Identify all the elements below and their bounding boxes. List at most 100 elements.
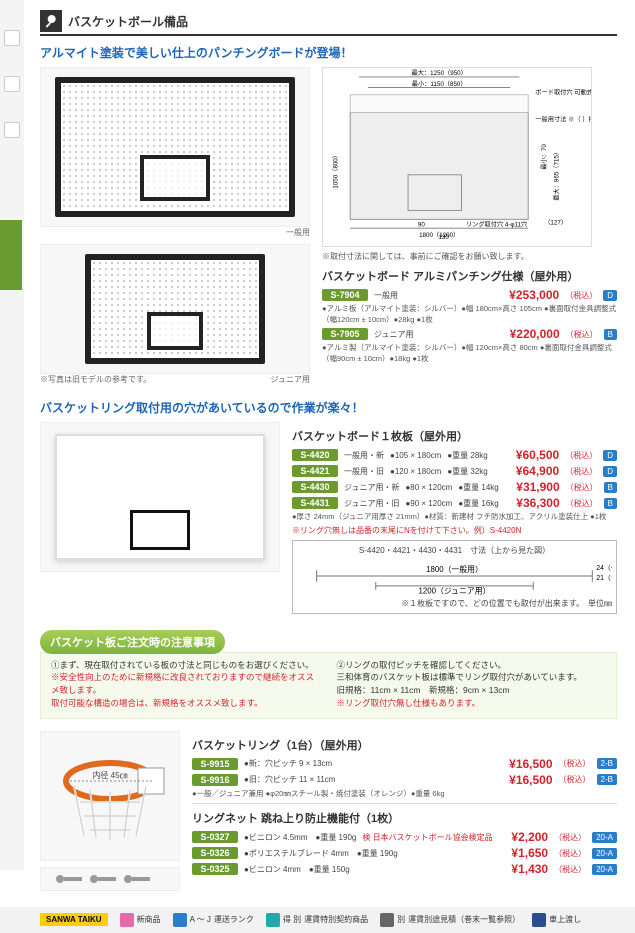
dimbox-title: S-4420・4421・4430・4431 寸法（上から見た図） <box>297 545 612 556</box>
weight-text: ●重量 14kg <box>458 482 498 493</box>
page-footer: SANWA TAIKU 新商品 A 〜 J 運送ランク 得 別 運賃特別契約商品… <box>0 907 635 933</box>
ship-rank: B <box>604 329 617 340</box>
spec-text: ●ビニロン 4mm ●重量 150g <box>244 864 350 875</box>
weight-text: ●重量 16kg <box>458 498 498 509</box>
side-icon <box>4 122 20 138</box>
dimension-diagram: 最大：1250（950） 最小：1150（850） ボード取付穴 可動式 2×2… <box>322 67 592 247</box>
tax-label: （税込） <box>559 758 591 769</box>
notice-text: 三和体育のバスケット板は標準でリング取付穴があいています。 <box>337 671 607 684</box>
flower-icon <box>120 913 134 927</box>
side-nav <box>0 0 24 870</box>
price: ¥1,430 <box>511 862 548 876</box>
notice-title: バスケット板ご注文時の注意事項 <box>40 630 225 654</box>
dim-text: ●120 × 180cm <box>390 467 441 476</box>
rank-icon <box>173 913 187 927</box>
tax-label: （税込） <box>565 466 597 477</box>
ship-rank: 20-A <box>592 864 617 875</box>
basketball-icon <box>40 10 62 32</box>
svg-text:最小：70: 最小：70 <box>540 144 548 170</box>
svg-text:90: 90 <box>418 221 425 228</box>
product-title: バスケットリング（1台）（屋外用） <box>192 737 617 753</box>
price: ¥2,200 <box>511 830 548 844</box>
price: ¥16,500 <box>509 773 552 787</box>
tax-label: （税込） <box>566 482 598 493</box>
sku-badge: S-4431 <box>292 497 338 509</box>
weight-text: ●重量 32kg <box>447 466 487 477</box>
section-single-board: バスケットリング取付用の穴があいているので作業が楽々！ バスケットボード１枚板（… <box>40 399 617 618</box>
cert-badge: 検 日本バスケットボール協会検定品 <box>362 832 492 843</box>
product-line: S-4430 ジュニア用・新 ●80 × 120cm ●重量 14kg ¥31,… <box>292 480 617 494</box>
product-line: S-0325 ●ビニロン 4mm ●重量 150g ¥1,430 （税込） 20… <box>192 862 617 876</box>
ship-rank: 20-A <box>592 848 617 859</box>
tax-label: （税込） <box>565 450 597 461</box>
notice-text: 旧規格：11cm × 11cm 新規格：9cm × 13cm <box>337 684 607 697</box>
spec-text: ●ビニロン 4.5mm ●重量 190g <box>244 832 356 843</box>
ship-rank: 2-B <box>597 758 617 769</box>
price: ¥36,300 <box>516 496 559 510</box>
sku-badge: S-4420 <box>292 449 338 461</box>
tax-label: （税込） <box>566 498 598 509</box>
notice-text: ②リングの取付ピッチを確認してください。 <box>337 659 607 672</box>
svg-text:内径 45㎝: 内径 45㎝ <box>92 770 127 780</box>
product-line: S-7904 一般用 ¥253,000 （税込） D <box>322 288 617 302</box>
product-line: S-4421 一般用・旧 ●120 × 180cm ●重量 32kg ¥64,9… <box>292 464 617 478</box>
price: ¥220,000 <box>510 327 560 341</box>
headline: バスケットリング取付用の穴があいているので作業が楽々！ <box>40 399 617 416</box>
separate-icon <box>380 913 394 927</box>
mount-note: ※取付寸法に関しては、事前にご確認をお願い致します。 <box>322 251 617 262</box>
tax-label: （税込） <box>559 774 591 785</box>
svg-text:最大：1250（950）: 最大：1250（950） <box>412 69 467 77</box>
sku-badge: S-9916 <box>192 774 238 786</box>
dimension-box: S-4420・4421・4430・4431 寸法（上から見た図） 1800（一般… <box>292 540 617 614</box>
spec-note: ●厚さ 24mm（ジュニア用厚さ 21mm）●材質：新建材 フチ防水加工、アクリ… <box>292 512 617 523</box>
notice-text: ※安全性向上のために新規格に改良されておりますので継続をオススメ致します。 <box>51 671 321 697</box>
product-title: リングネット 跳ね上り防止機能付（1枚） <box>192 810 617 826</box>
image-caption: ジュニア用 <box>271 374 310 385</box>
dim-text: ●80 × 120cm <box>405 483 452 492</box>
variant-label: 一般用・新 <box>344 450 384 461</box>
product-line: S-9915 ●新：穴ピッチ 9 × 13cm ¥16,500 （税込） 2-B <box>192 757 617 771</box>
product-line: S-9916 ●旧：穴ピッチ 11 × 11cm ¥16,500 （税込） 2-… <box>192 773 617 787</box>
product-image-ring: 内径 45㎝ <box>40 731 180 861</box>
notice-text: 取付可能な構造の場合は、新規格をオススメ致します。 <box>51 697 321 710</box>
section-ring-net: 内径 45㎝ バスケットリング（1台）（屋外用） S-9915 ●新：穴ピッチ … <box>40 731 617 891</box>
notice-text: ※リング取付穴無し仕様もあります。 <box>337 697 607 710</box>
legend-item: 得 別 運賃特別契約商品 <box>266 913 368 927</box>
tax-label: （税込） <box>554 832 586 843</box>
legend-item: A 〜 J 運送ランク <box>173 913 254 927</box>
ship-rank: B <box>604 482 617 493</box>
tax-label: （税込） <box>554 864 586 875</box>
svg-text:24（一般用）: 24（一般用） <box>596 563 612 572</box>
legend-item: 別 運賃別途見積（巻末一覧参照） <box>380 913 520 927</box>
ship-rank: D <box>603 450 617 461</box>
price: ¥60,500 <box>516 448 559 462</box>
red-note: ※リング穴無しは品番の末尾にNを付けて下さい。例）S-4420N <box>292 525 617 536</box>
ship-rank: D <box>603 290 617 301</box>
svg-text:1200（ジュニア用）: 1200（ジュニア用） <box>419 586 491 595</box>
image-note: ※写真は旧モデルの参考です。 <box>40 374 151 385</box>
product-image-junior <box>40 244 310 374</box>
product-line: S-4420 一般用・新 ●105 × 180cm ●重量 28kg ¥60,5… <box>292 448 617 462</box>
svg-text:一般用寸法 ※（ ）括弧内は少年用寸法: 一般用寸法 ※（ ）括弧内は少年用寸法 <box>535 115 592 123</box>
svg-text:ボード取付穴 可動式 2×2-φ11: ボード取付穴 可動式 2×2-φ11 <box>535 89 592 97</box>
contract-icon <box>266 913 280 927</box>
product-line: S-7905 ジュニア用 ¥220,000 （税込） B <box>322 327 617 341</box>
product-image-general <box>40 67 310 227</box>
category-title: バスケットボール備品 <box>68 13 188 30</box>
dim-text: ●105 × 180cm <box>390 451 441 460</box>
ship-rank: 2-B <box>597 774 617 785</box>
variant-label: 一般用・旧 <box>344 466 384 477</box>
category-header: バスケットボール備品 <box>40 10 617 36</box>
price: ¥253,000 <box>509 288 559 302</box>
product-title: バスケットボード１枚板（屋外用） <box>292 428 617 444</box>
side-active-tab <box>0 220 22 290</box>
legend-item: 車上渡し <box>532 913 581 927</box>
ship-rank: D <box>603 466 617 477</box>
section-punching-board: アルマイト塗装で美しい仕上のパンチングボードが登場！ 一般用 ※写真は旧モデルの… <box>40 44 617 385</box>
side-icon <box>4 76 20 92</box>
side-icon <box>4 30 20 46</box>
svg-text:1800（一般用）: 1800（一般用） <box>426 564 483 574</box>
price: ¥16,500 <box>509 757 552 771</box>
spec-text: ●新：穴ピッチ 9 × 13cm <box>244 758 332 769</box>
product-line: S-0326 ●ポリエステルブレード 4mm ●重量 190g ¥1,650 （… <box>192 846 617 860</box>
